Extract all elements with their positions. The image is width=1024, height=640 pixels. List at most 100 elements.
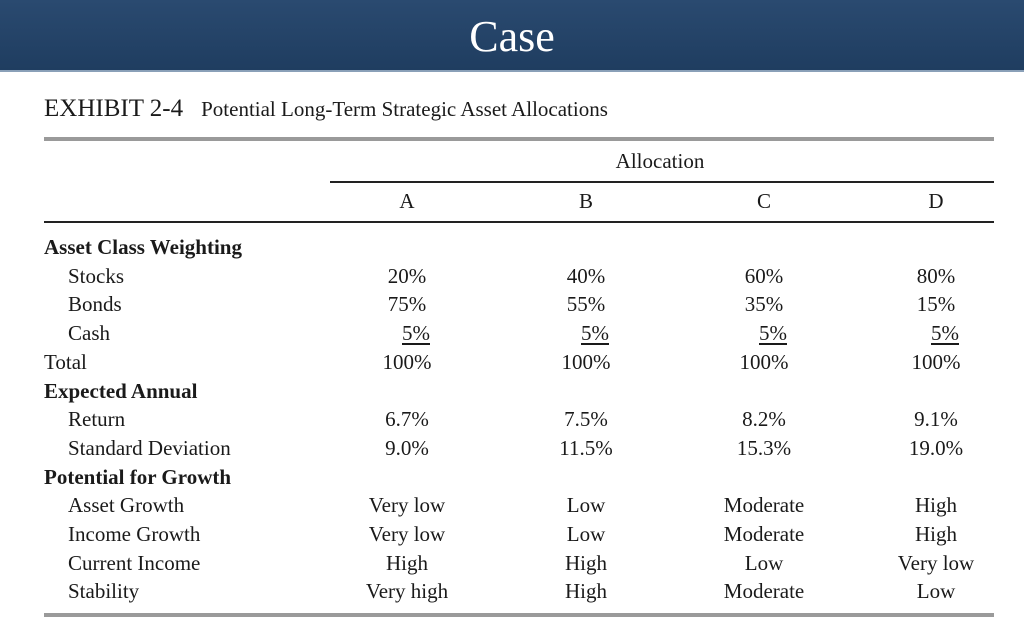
section-heading: Expected Annual	[44, 379, 198, 403]
table-cell: 100%	[694, 349, 834, 375]
table-cell: 15.3%	[694, 435, 834, 461]
table-cell: 100%	[337, 349, 477, 375]
table-cell-value: Very low	[368, 493, 446, 517]
table-cell: Very high	[337, 578, 477, 604]
section-heading: Asset Class Weighting	[44, 235, 242, 259]
column-header-d: D	[928, 189, 944, 213]
table-cell-value: 55%	[566, 292, 606, 316]
table-cell-value: 15%	[916, 292, 956, 316]
table-cell: High	[866, 492, 1006, 518]
table-cell-value: Moderate	[723, 493, 805, 517]
row-label: Return	[68, 407, 126, 431]
table-cell-value: 5%	[931, 321, 959, 345]
table-cell: Low	[516, 521, 656, 547]
table-cell: Low	[694, 550, 834, 576]
table-cell: 9.0%	[337, 435, 477, 461]
table-cell-value: 8.2%	[742, 407, 786, 431]
row-label: Standard Deviation	[68, 436, 231, 460]
table-cell-value: 19.0%	[908, 436, 964, 460]
table-cell-value: 40%	[566, 264, 606, 288]
table-cell: 5%	[337, 320, 477, 346]
row-label: Asset Growth	[68, 493, 185, 517]
table-cell: Moderate	[694, 578, 834, 604]
table-cell-value: 15.3%	[736, 436, 792, 460]
exhibit-title: Potential Long-Term Strategic Asset Allo…	[201, 97, 608, 121]
table-cell: 8.2%	[694, 406, 834, 432]
title-banner: Case	[0, 0, 1024, 72]
row-label: Stability	[68, 579, 140, 603]
table-cell-value: High	[386, 551, 428, 575]
exhibit-heading: EXHIBIT 2-4 Potential Long-Term Strategic…	[44, 95, 608, 123]
row-label: Stocks	[68, 264, 125, 288]
table-top-rule	[44, 137, 994, 141]
table-bottom-rule	[44, 613, 994, 617]
table-cell: 35%	[694, 291, 834, 317]
table-cell-value: 5%	[581, 321, 609, 345]
table-cell-value: Very low	[368, 522, 446, 546]
table-cell-value: High	[915, 493, 957, 517]
table-cell-value: Low	[744, 551, 784, 575]
column-header-b: B	[578, 189, 593, 213]
table-cell: 11.5%	[516, 435, 656, 461]
table-cell-value: 20%	[387, 264, 427, 288]
table-cell-value: 100%	[382, 350, 432, 374]
table-cell-value: Very high	[365, 579, 449, 603]
table-cell: 5%	[866, 320, 1006, 346]
table-cell-value: Moderate	[723, 579, 805, 603]
table-cell: 20%	[337, 263, 477, 289]
table-cell-value: 9.1%	[914, 407, 958, 431]
table-cell: Very low	[866, 550, 1006, 576]
table-cell: 5%	[516, 320, 656, 346]
row-label: Current Income	[68, 551, 201, 575]
table-cell: High	[516, 550, 656, 576]
table-cell: Low	[516, 492, 656, 518]
table-cell-value: Low	[566, 493, 606, 517]
row-label: Income Growth	[68, 522, 201, 546]
table-cell-value: High	[565, 551, 607, 575]
table-cell-value: 75%	[387, 292, 427, 316]
table-cell: High	[516, 578, 656, 604]
table-cell-value: Low	[916, 579, 956, 603]
table-cell: 75%	[337, 291, 477, 317]
table-cell-value: 100%	[911, 350, 961, 374]
row-label: Bonds	[68, 292, 122, 316]
table-cell-value: 6.7%	[385, 407, 429, 431]
section-heading: Potential for Growth	[44, 465, 232, 489]
table-cell-value: 100%	[561, 350, 611, 374]
table-cell: Very low	[337, 492, 477, 518]
table-cell-value: 100%	[739, 350, 789, 374]
table-cell-value: 5%	[402, 321, 430, 345]
table-cell: Moderate	[694, 492, 834, 518]
column-header-c: C	[756, 189, 771, 213]
banner-title: Case	[469, 12, 555, 61]
table-cell: 55%	[516, 291, 656, 317]
column-header-a: A	[399, 189, 415, 213]
table-cell-value: 60%	[744, 264, 784, 288]
table-cell-value: 11.5%	[559, 436, 613, 460]
table-cell-value: Low	[566, 522, 606, 546]
allocation-header-rule	[330, 181, 994, 183]
table-cell: 7.5%	[516, 406, 656, 432]
table-cell: High	[337, 550, 477, 576]
table-cell: 6.7%	[337, 406, 477, 432]
table-cell: 100%	[866, 349, 1006, 375]
exhibit-label: EXHIBIT 2-4	[44, 95, 184, 122]
table-cell: 5%	[694, 320, 834, 346]
table-cell: 60%	[694, 263, 834, 289]
table-cell: High	[866, 521, 1006, 547]
table-cell: Moderate	[694, 521, 834, 547]
table-cell: 100%	[516, 349, 656, 375]
table-cell: Very low	[337, 521, 477, 547]
table-cell-value: 9.0%	[385, 436, 429, 460]
table-cell: 80%	[866, 263, 1006, 289]
table-cell: 9.1%	[866, 406, 1006, 432]
table-cell-value: Moderate	[723, 522, 805, 546]
table-cell-value: High	[565, 579, 607, 603]
table-cell-value: 7.5%	[564, 407, 608, 431]
table-cell-value: 80%	[916, 264, 956, 288]
table-cell: 15%	[866, 291, 1006, 317]
table-cell: 40%	[516, 263, 656, 289]
table-cell-value: 35%	[744, 292, 784, 316]
table-cell-value: Very low	[897, 551, 975, 575]
header-bottom-rule	[44, 221, 994, 223]
